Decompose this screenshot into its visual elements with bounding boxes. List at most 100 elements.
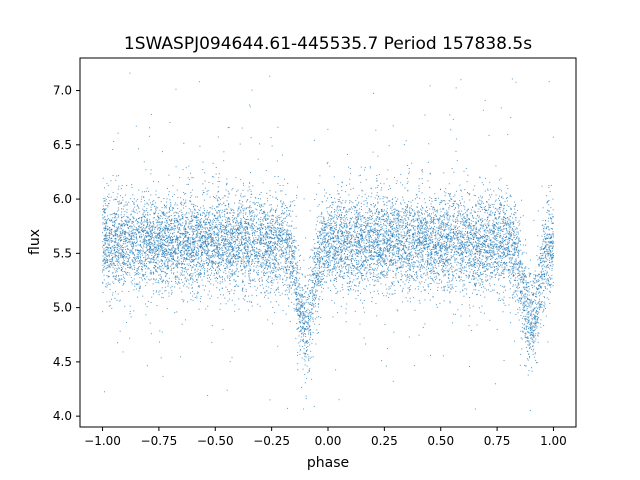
data-point <box>492 245 494 247</box>
data-point <box>314 243 316 245</box>
data-point <box>360 267 362 269</box>
data-point <box>242 212 244 214</box>
data-point <box>337 190 339 192</box>
data-point <box>541 279 543 281</box>
data-point <box>184 220 186 222</box>
data-point <box>125 268 127 270</box>
data-point <box>257 255 259 257</box>
data-point <box>324 245 326 247</box>
data-point <box>160 243 162 245</box>
data-point <box>405 223 407 225</box>
data-point <box>393 212 395 214</box>
data-point <box>351 243 353 245</box>
data-point <box>379 248 381 250</box>
data-point <box>252 212 254 214</box>
data-point <box>392 241 394 243</box>
data-point <box>236 215 238 217</box>
data-point <box>369 241 371 243</box>
data-point <box>376 216 378 218</box>
data-point <box>522 309 524 311</box>
data-point <box>329 206 331 208</box>
data-point <box>251 261 253 263</box>
data-point <box>149 219 151 221</box>
data-point <box>324 235 326 237</box>
data-point <box>438 234 440 236</box>
data-point <box>180 356 182 358</box>
data-point <box>186 258 188 260</box>
data-point <box>438 241 440 243</box>
data-point <box>330 227 332 229</box>
data-point <box>409 206 411 208</box>
data-point <box>418 242 420 244</box>
data-point <box>388 288 390 290</box>
data-point <box>417 220 419 222</box>
data-point <box>237 231 239 233</box>
data-point <box>381 270 383 272</box>
data-point <box>521 267 523 268</box>
data-point <box>496 232 498 234</box>
data-point <box>389 243 391 245</box>
data-point <box>230 238 232 240</box>
data-point <box>102 205 104 207</box>
data-point <box>468 245 470 247</box>
data-point <box>278 274 280 276</box>
data-point <box>240 244 242 246</box>
data-point <box>187 301 189 303</box>
data-point <box>207 234 209 236</box>
data-point <box>301 320 303 322</box>
data-point <box>130 281 132 283</box>
data-point <box>194 275 196 277</box>
data-point <box>356 250 358 252</box>
data-point <box>507 133 509 135</box>
data-point <box>502 269 504 271</box>
data-point <box>418 190 420 192</box>
data-point <box>552 136 554 138</box>
data-point <box>412 244 414 246</box>
data-point <box>480 311 482 313</box>
data-point <box>202 221 204 223</box>
data-point <box>497 253 499 255</box>
data-point <box>548 248 550 250</box>
data-point <box>157 281 159 283</box>
data-point <box>295 263 297 265</box>
data-point <box>481 235 483 237</box>
data-point <box>162 281 164 283</box>
data-point <box>169 260 171 262</box>
data-point <box>279 233 281 235</box>
data-point <box>216 205 218 207</box>
data-point <box>399 250 401 252</box>
data-point <box>259 250 261 252</box>
data-point <box>527 290 529 292</box>
data-point <box>411 210 413 212</box>
data-point <box>450 198 452 200</box>
data-point <box>102 177 104 179</box>
data-point <box>460 276 462 278</box>
data-point <box>125 201 127 203</box>
data-point <box>133 211 135 213</box>
data-point <box>345 211 347 213</box>
data-point <box>525 252 527 254</box>
data-point <box>167 285 169 287</box>
data-point <box>498 278 500 280</box>
data-point <box>154 279 156 281</box>
data-point <box>242 208 244 210</box>
data-point <box>105 205 107 207</box>
data-point <box>457 276 459 278</box>
data-point <box>163 251 165 253</box>
data-point <box>177 238 179 240</box>
data-point <box>323 219 325 221</box>
data-point <box>226 232 228 234</box>
data-point <box>313 267 315 269</box>
data-point <box>369 226 371 228</box>
data-point <box>118 280 120 282</box>
data-point <box>387 244 389 246</box>
data-point <box>267 250 269 252</box>
data-point <box>117 256 119 258</box>
data-point <box>354 231 356 233</box>
data-point <box>389 246 391 248</box>
data-point <box>252 224 254 226</box>
data-point <box>216 267 218 269</box>
data-point <box>498 273 500 275</box>
data-point <box>187 245 189 247</box>
data-point <box>131 222 133 224</box>
